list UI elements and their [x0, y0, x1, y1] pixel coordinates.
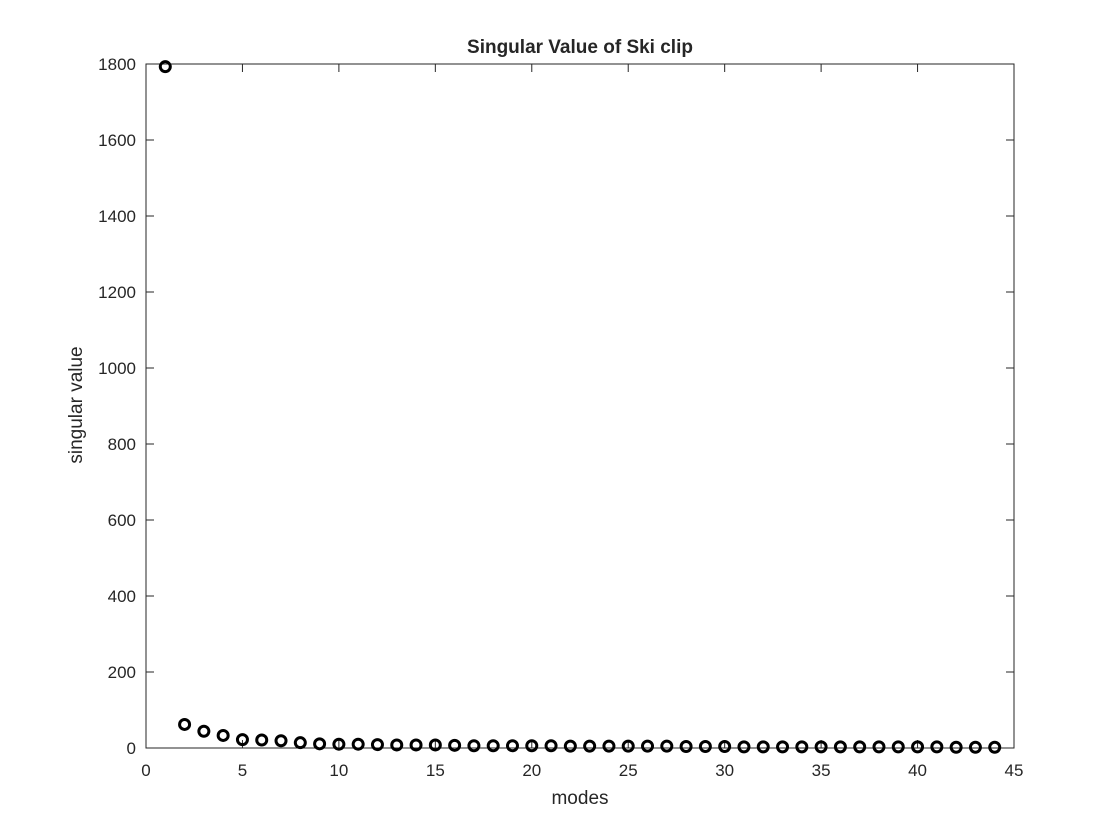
data-point — [853, 740, 867, 754]
y-tick-label: 1000 — [98, 359, 136, 378]
data-point — [544, 739, 558, 753]
x-tick-label: 45 — [1005, 761, 1024, 780]
data-point — [833, 740, 847, 754]
data-point — [486, 739, 500, 753]
data-point — [698, 739, 712, 753]
data-point — [525, 739, 539, 753]
data-point — [988, 740, 1002, 754]
x-axis-label: modes — [551, 788, 608, 809]
y-tick-label: 1800 — [98, 55, 136, 74]
data-point — [313, 737, 327, 751]
y-tick-label: 800 — [108, 435, 136, 454]
chart-title: Singular Value of Ski clip — [467, 37, 693, 58]
y-tick-label: 1200 — [98, 283, 136, 302]
data-point — [255, 733, 269, 747]
data-point — [158, 60, 172, 74]
y-tick-label: 200 — [108, 663, 136, 682]
data-point — [737, 740, 751, 754]
data-point — [428, 738, 442, 752]
data-point — [505, 739, 519, 753]
x-tick-label: 10 — [329, 761, 348, 780]
data-point — [178, 717, 192, 731]
axis-ticks: 0 5 10 15 20 25 30 35 40 45 0 200 400 600 800 1000 1200 1… — [98, 55, 1023, 780]
x-tick-label: 0 — [141, 761, 150, 780]
data-point — [293, 736, 307, 750]
data-point — [776, 740, 790, 754]
y-tick-label: 1400 — [98, 207, 136, 226]
data-point — [274, 734, 288, 748]
plot-area-frame — [145, 63, 1015, 749]
data-point — [583, 739, 597, 753]
data-point — [235, 733, 249, 747]
data-point — [448, 738, 462, 752]
x-tick-label: 35 — [812, 761, 831, 780]
x-tick-label: 20 — [522, 761, 541, 780]
data-point — [756, 740, 770, 754]
data-point — [949, 740, 963, 754]
data-point — [718, 739, 732, 753]
x-tick-label: 40 — [908, 761, 927, 780]
data-point — [930, 740, 944, 754]
data-point — [332, 737, 346, 751]
data-point — [390, 738, 404, 752]
data-markers — [158, 60, 1002, 754]
data-point — [351, 737, 365, 751]
data-point — [602, 739, 616, 753]
data-point — [409, 738, 423, 752]
axes-box — [145, 63, 1015, 749]
data-point — [872, 740, 886, 754]
data-point — [563, 739, 577, 753]
data-point — [891, 740, 905, 754]
data-point — [370, 738, 384, 752]
y-tick-label: 400 — [108, 587, 136, 606]
data-point — [795, 740, 809, 754]
data-point — [911, 740, 925, 754]
y-tick-label: 0 — [127, 739, 136, 758]
data-point — [660, 739, 674, 753]
x-tick-label: 15 — [426, 761, 445, 780]
y-axis-label: singular value — [66, 346, 87, 463]
data-point — [621, 739, 635, 753]
x-tick-label: 30 — [715, 761, 734, 780]
y-tick-label: 1600 — [98, 131, 136, 150]
x-tick-label: 5 — [238, 761, 247, 780]
data-point — [679, 739, 693, 753]
data-point — [814, 740, 828, 754]
x-tick-label: 25 — [619, 761, 638, 780]
data-point — [216, 728, 230, 742]
data-point — [467, 739, 481, 753]
data-point — [197, 724, 211, 738]
y-tick-label: 600 — [108, 511, 136, 530]
data-point — [641, 739, 655, 753]
data-point — [968, 740, 982, 754]
